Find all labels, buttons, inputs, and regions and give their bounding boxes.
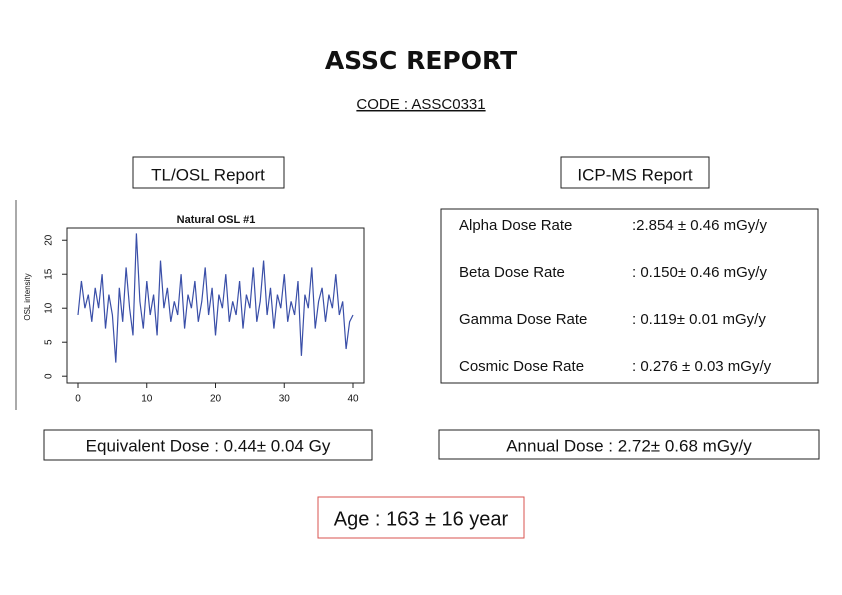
x-tick-label: 0: [75, 394, 81, 405]
report-code: CODE : ASSC0331: [356, 96, 485, 113]
plot-frame: [66, 227, 365, 384]
result-box: [438, 429, 820, 460]
y-axis-label: OSL intensity: [23, 273, 32, 320]
y-tick-label: 20: [44, 234, 55, 246]
x-tick-label: 10: [141, 394, 153, 405]
icp-ms-heading: ICP-MS Report: [577, 165, 693, 184]
heading-box: [560, 156, 710, 189]
x-tick-label: 40: [347, 394, 359, 405]
annual-dose: Annual Dose : 2.72± 0.68 mGy/y: [506, 436, 752, 455]
y-tick-label: 0: [44, 373, 55, 379]
row-value: : 0.276 ± 0.03 mGy/y: [632, 358, 772, 375]
row-value: : 0.119± 0.01 mGy/y: [632, 311, 766, 328]
dose-rate-box: [440, 208, 819, 384]
row-value: : 0.150± 0.46 mGy/y: [632, 264, 767, 281]
result-box: [43, 429, 373, 461]
x-tick-label: 30: [279, 394, 291, 405]
data-line: [77, 233, 354, 363]
row-label: Gamma Dose Rate: [459, 311, 587, 328]
tl-osl-heading: TL/OSL Report: [151, 165, 265, 184]
y-tick-label: 5: [44, 339, 55, 345]
age-box: [317, 496, 525, 539]
chart-title: Natural OSL #1: [177, 214, 256, 226]
y-tick-label: 15: [44, 268, 55, 280]
x-tick-label: 20: [210, 394, 222, 405]
row-value: :2.854 ± 0.46 mGy/y: [632, 217, 767, 234]
equivalent-dose: Equivalent Dose : 0.44± 0.04 Gy: [86, 436, 331, 455]
row-label: Beta Dose Rate: [459, 264, 565, 281]
heading-box: [132, 156, 285, 189]
y-tick-label: 10: [44, 302, 55, 314]
row-label: Alpha Dose Rate: [459, 217, 572, 234]
row-label: Cosmic Dose Rate: [459, 358, 584, 375]
report-title: ASSC REPORT: [325, 46, 517, 75]
age: Age : 163 ± 16 year: [334, 508, 509, 530]
